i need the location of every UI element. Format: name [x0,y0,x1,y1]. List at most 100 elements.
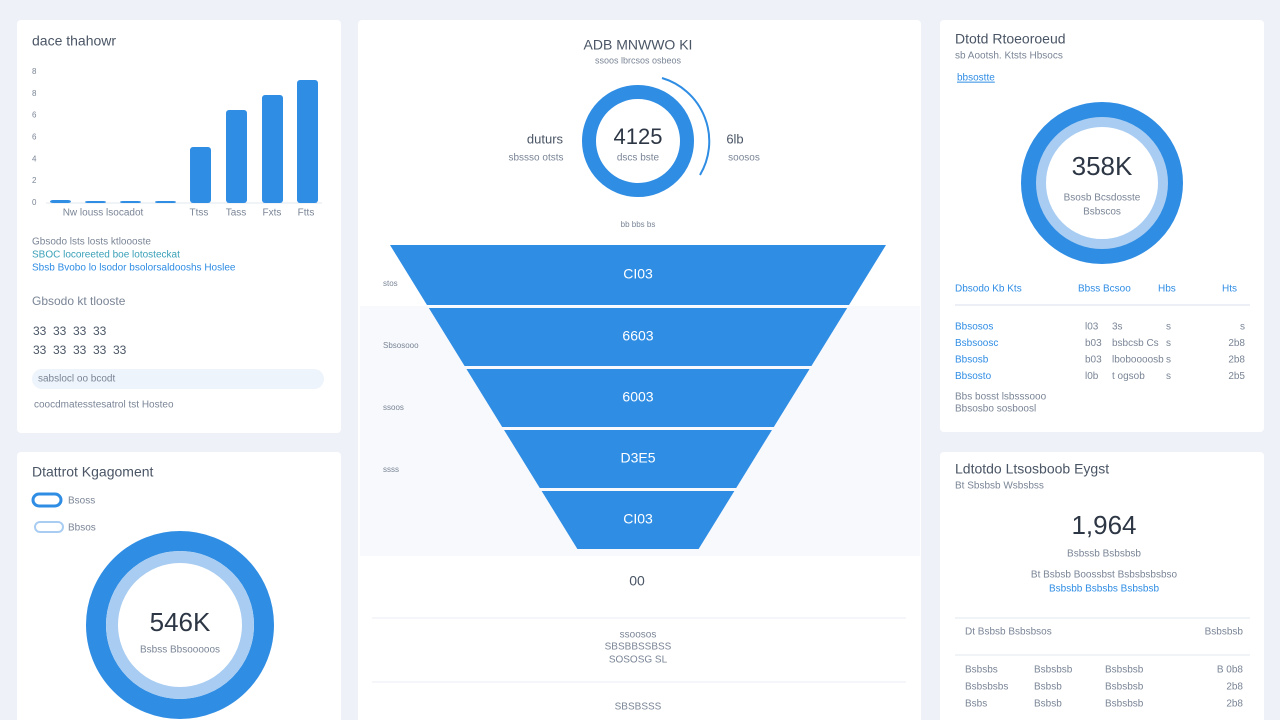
grid-item: 33 [33,324,47,338]
panel-title: Dtotd Rtoeoroeud [955,31,1066,47]
table-header: Hbs [1158,284,1176,295]
table-cell: Bsbs [965,699,987,710]
panel-title: Dtattrot Kgagoment [32,464,154,480]
table-cell: Bsbsoosc [955,338,998,349]
pill-text: sabslocl oo bcodt [38,374,115,385]
toggle[interactable] [34,521,64,533]
table-header: Hts [1222,284,1237,295]
table-cell: Bsbsb [1034,682,1062,693]
table-cell: Bsbsb [1034,699,1062,710]
donut-value: 358K [1072,151,1133,181]
table-cell: Bsbsbs [965,665,998,676]
panel-title: dace thahowr [32,33,116,49]
toggle-label: Bsoss [68,496,95,507]
panel [940,452,1264,720]
bar [120,201,141,203]
x-label: Nw louss lsocadot [63,208,144,219]
table-cell: 2b5 [1228,371,1245,382]
panel [17,452,341,720]
grid-item: 33 [113,343,127,357]
row-label: ssoos [383,403,404,412]
bar [297,80,318,203]
donut-inner [1036,117,1168,249]
y-label: 0 [32,198,37,207]
table-header: Dt Bsbsb Bsbsbsos [965,627,1052,638]
panel-title: ADB MNWWO KI [584,37,693,53]
table-cell: Bsbsbsb [1034,665,1073,676]
donut-ring [1021,102,1183,264]
table-header: Bbss Bcsoo [1078,284,1131,295]
x-label: Ttss [190,208,209,219]
text-line: Sbsb Bvobo lo lsodor bsolorsaldooshs Hos… [32,263,236,274]
stage-label: 6003 [622,389,653,405]
toggle[interactable] [31,492,63,508]
bar [85,201,106,203]
donut-sub: Bsbss Bbsooooos [140,645,220,656]
y-label: 2 [32,176,37,185]
note: SBSBBSSBSS [605,642,672,653]
funnel-stage [504,430,772,488]
toggle-label: Bbsos [68,523,96,534]
link[interactable]: bbsostte [957,73,995,84]
y-label: 4 [32,154,37,163]
table-header: Bsbsbsb [1205,627,1244,638]
bar [262,95,283,203]
funnel-stage [428,308,848,366]
donut-sub: dscs bste [617,153,660,164]
donut-value: 4125 [614,124,663,149]
progress-arc [661,77,711,176]
side-label: 6lb [726,131,743,146]
table-cell: s [1240,322,1245,333]
donut-ring [582,85,694,197]
subtitle: Gbsodo kt tlooste [32,294,126,308]
bar [226,110,247,203]
stage-label: 6603 [622,328,653,344]
subtitle: Bt Sbsbsb Wsbsbss [955,481,1044,492]
row-label: Sbsosooo [383,341,419,350]
grid-item: 33 [73,324,87,338]
y-label: 6 [32,111,37,120]
table-cell: B 0b8 [1217,665,1244,676]
grid-item: 33 [53,343,67,357]
donut-value: 546K [150,607,211,637]
table-cell: s [1166,338,1171,349]
subtitle: ssoos lbrcsos osbeos [595,55,682,65]
table-cell: 2b8 [1228,355,1245,366]
table-cell: b03 [1085,338,1102,349]
table-header: Dbsodo Kb Kts [955,284,1022,295]
table-cell: 2b8 [1228,338,1245,349]
table-cell: Bsbsbsb [1105,699,1144,710]
table-cell: bsbcsb Cs [1112,338,1159,349]
table-cell: l03 [1085,322,1099,333]
footer: Bbs bosst lsbsssooo [955,392,1047,403]
panel [17,20,341,433]
note: SOSOSG SL [609,655,668,666]
x-label: Fxts [263,208,282,219]
table-cell: b03 [1085,355,1102,366]
table-cell: Bbsosos [955,322,993,333]
summary-sub: Bsbssb Bsbsbsb [1067,549,1141,560]
text-line: Gbsodo lsts losts ktloooste [32,237,151,248]
y-label: 8 [32,89,37,98]
funnel-bottom: 00 [629,573,645,589]
pill [32,369,324,389]
funnel-stage [466,369,810,427]
note: Bsbsbb Bsbsbs Bsbsbsb [1049,584,1159,595]
stage-label: D3E5 [620,450,655,466]
side-sub: soosos [728,153,760,164]
grid-item: 33 [93,343,107,357]
table-cell: l0b [1085,371,1099,382]
table-cell: s [1166,322,1171,333]
panel [940,20,1264,432]
bar [155,201,176,203]
side-sub: sbssso otsts [508,153,563,164]
subtitle: sb Aootsh. Ktsts Hbsocs [955,51,1063,62]
stage-label: CI03 [623,266,653,282]
grid-item: 33 [73,343,87,357]
side-label: duturs [527,131,564,146]
table-cell: Bbsosb [955,355,989,366]
funnel-stage [390,245,886,305]
bar [190,147,211,203]
grid-item: 33 [93,324,107,338]
donut-inner [106,551,254,699]
